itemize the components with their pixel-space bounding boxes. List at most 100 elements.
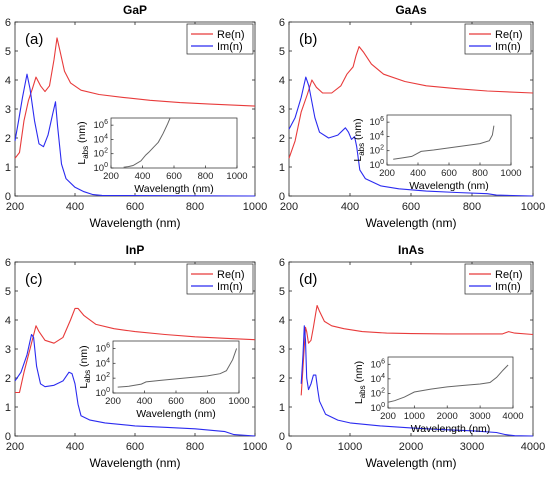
inset-y-tick-exp: 4 bbox=[104, 133, 108, 140]
y-tick-label: 5 bbox=[279, 286, 285, 298]
inset-y-tick-exp: 6 bbox=[380, 116, 384, 123]
inset-x-tick-label: 1000 bbox=[226, 171, 247, 182]
inset-y-tick-base: 10 bbox=[371, 388, 382, 399]
inset-y-label-sub: abs bbox=[358, 385, 367, 398]
chart-title: InAs bbox=[398, 243, 424, 257]
inset-y-tick-base: 10 bbox=[94, 120, 105, 131]
inset-y-tick-exp: 2 bbox=[381, 387, 385, 394]
series-line-re bbox=[14, 37, 256, 159]
inset-y-tick-exp: 6 bbox=[106, 342, 110, 349]
inset-y-tick-base: 10 bbox=[370, 146, 381, 157]
inset-series-line bbox=[393, 125, 495, 160]
panel-label: (b) bbox=[299, 31, 317, 48]
inset-y-tick-label: 100 bbox=[370, 159, 385, 171]
series-line-im bbox=[14, 333, 256, 437]
inset-y-tick-base: 10 bbox=[371, 359, 382, 370]
inset-y-tick-exp: 2 bbox=[380, 145, 384, 152]
inset-x-tick-label: 800 bbox=[200, 396, 216, 407]
legend-label: Im(n) bbox=[495, 41, 521, 53]
y-tick-label: 4 bbox=[5, 315, 11, 327]
legend-label: Re(n) bbox=[495, 29, 523, 41]
legend-label: Im(n) bbox=[217, 281, 243, 293]
chart-title: GaAs bbox=[395, 3, 427, 17]
inset-y-tick-exp: 4 bbox=[381, 373, 385, 380]
inset-y-label: Labs (nm) bbox=[353, 361, 367, 404]
legend-box bbox=[186, 263, 254, 295]
inset-y-tick-base: 10 bbox=[96, 373, 107, 384]
inset-y-label-main: L bbox=[353, 398, 365, 404]
inset-y-tick-base: 10 bbox=[370, 160, 381, 171]
y-tick-label: 1 bbox=[279, 162, 285, 174]
inset-y-label-unit: (nm) bbox=[76, 121, 88, 146]
inset-x-tick-label: 800 bbox=[198, 171, 214, 182]
inset-box bbox=[387, 356, 514, 409]
y-tick-label: 5 bbox=[5, 46, 11, 58]
y-tick-label: 3 bbox=[5, 104, 11, 116]
inset-y-tick-label: 106 bbox=[96, 342, 111, 354]
legend: Re(n)Im(n) bbox=[186, 23, 254, 55]
x-tick-label: 200 bbox=[6, 201, 24, 213]
x-tick-label: 200 bbox=[280, 201, 298, 213]
inset-y-label-main: L bbox=[78, 383, 90, 389]
inset-y-label-sub: abs bbox=[81, 146, 90, 159]
series-line-im bbox=[14, 73, 256, 197]
inset-y-tick-label: 104 bbox=[371, 373, 386, 385]
y-tick-label: 3 bbox=[279, 104, 285, 116]
y-tick-label: 6 bbox=[5, 17, 11, 29]
inset-box bbox=[112, 340, 240, 394]
inset-x-tick-label: 1000 bbox=[500, 168, 521, 179]
y-tick-label: 3 bbox=[279, 344, 285, 356]
legend-box bbox=[464, 23, 532, 55]
legend-label: Im(n) bbox=[217, 41, 243, 53]
inset-x-label: Wavelength (nm) bbox=[409, 180, 489, 192]
inset-y-tick-base: 10 bbox=[94, 134, 105, 145]
inset-x-tick-label: 400 bbox=[135, 171, 151, 182]
y-tick-label: 5 bbox=[279, 46, 285, 58]
inset-y-tick-label: 104 bbox=[96, 357, 111, 369]
inset-y-tick-base: 10 bbox=[371, 403, 382, 414]
x-tick-label: 800 bbox=[463, 201, 481, 213]
x-tick-label: 600 bbox=[126, 441, 144, 453]
inset-y-tick-label: 104 bbox=[370, 130, 385, 142]
y-tick-label: 4 bbox=[5, 75, 11, 87]
inset-y-tick-base: 10 bbox=[94, 163, 105, 174]
x-tick-label: 3000 bbox=[460, 441, 484, 453]
inset-y-tick-base: 10 bbox=[96, 388, 107, 399]
x-tick-label: 800 bbox=[186, 441, 204, 453]
inset-x-tick-label: 200 bbox=[103, 171, 119, 182]
inset-x-tick-label: 200 bbox=[380, 411, 396, 422]
inset-x-label: Wavelength (nm) bbox=[136, 408, 216, 420]
inset-y-label-unit: (nm) bbox=[352, 118, 364, 143]
inset-x-tick-label: 600 bbox=[168, 396, 184, 407]
inset-y-tick-label: 100 bbox=[371, 402, 386, 414]
inset-box bbox=[110, 117, 238, 169]
inset-y-tick-exp: 0 bbox=[380, 159, 384, 166]
inset-y-tick-exp: 6 bbox=[381, 358, 385, 365]
x-tick-label: 600 bbox=[402, 201, 420, 213]
inset-series-line bbox=[387, 364, 509, 403]
inset-x-tick-label: 800 bbox=[472, 168, 488, 179]
legend: Re(n)Im(n) bbox=[464, 23, 532, 55]
inset-y-tick-exp: 2 bbox=[104, 148, 108, 155]
x-axis-label: Wavelength (nm) bbox=[90, 216, 181, 230]
y-tick-label: 3 bbox=[5, 344, 11, 356]
series-line-im bbox=[300, 325, 534, 437]
inset-series-line bbox=[123, 117, 171, 168]
inset-y-label-main: L bbox=[352, 156, 364, 162]
inset-x-tick-label: 600 bbox=[441, 168, 457, 179]
inset-y-tick-base: 10 bbox=[96, 343, 107, 354]
y-tick-label: 6 bbox=[5, 257, 11, 269]
x-axis-label: Wavelength (nm) bbox=[366, 456, 457, 470]
x-tick-label: 1000 bbox=[243, 201, 267, 213]
inset-y-tick-base: 10 bbox=[371, 374, 382, 385]
inset-series-line bbox=[117, 348, 238, 388]
inset-y-tick-base: 10 bbox=[370, 117, 381, 128]
inset-x-label: Wavelength (nm) bbox=[411, 423, 491, 435]
inset-y-tick-base: 10 bbox=[96, 358, 107, 369]
